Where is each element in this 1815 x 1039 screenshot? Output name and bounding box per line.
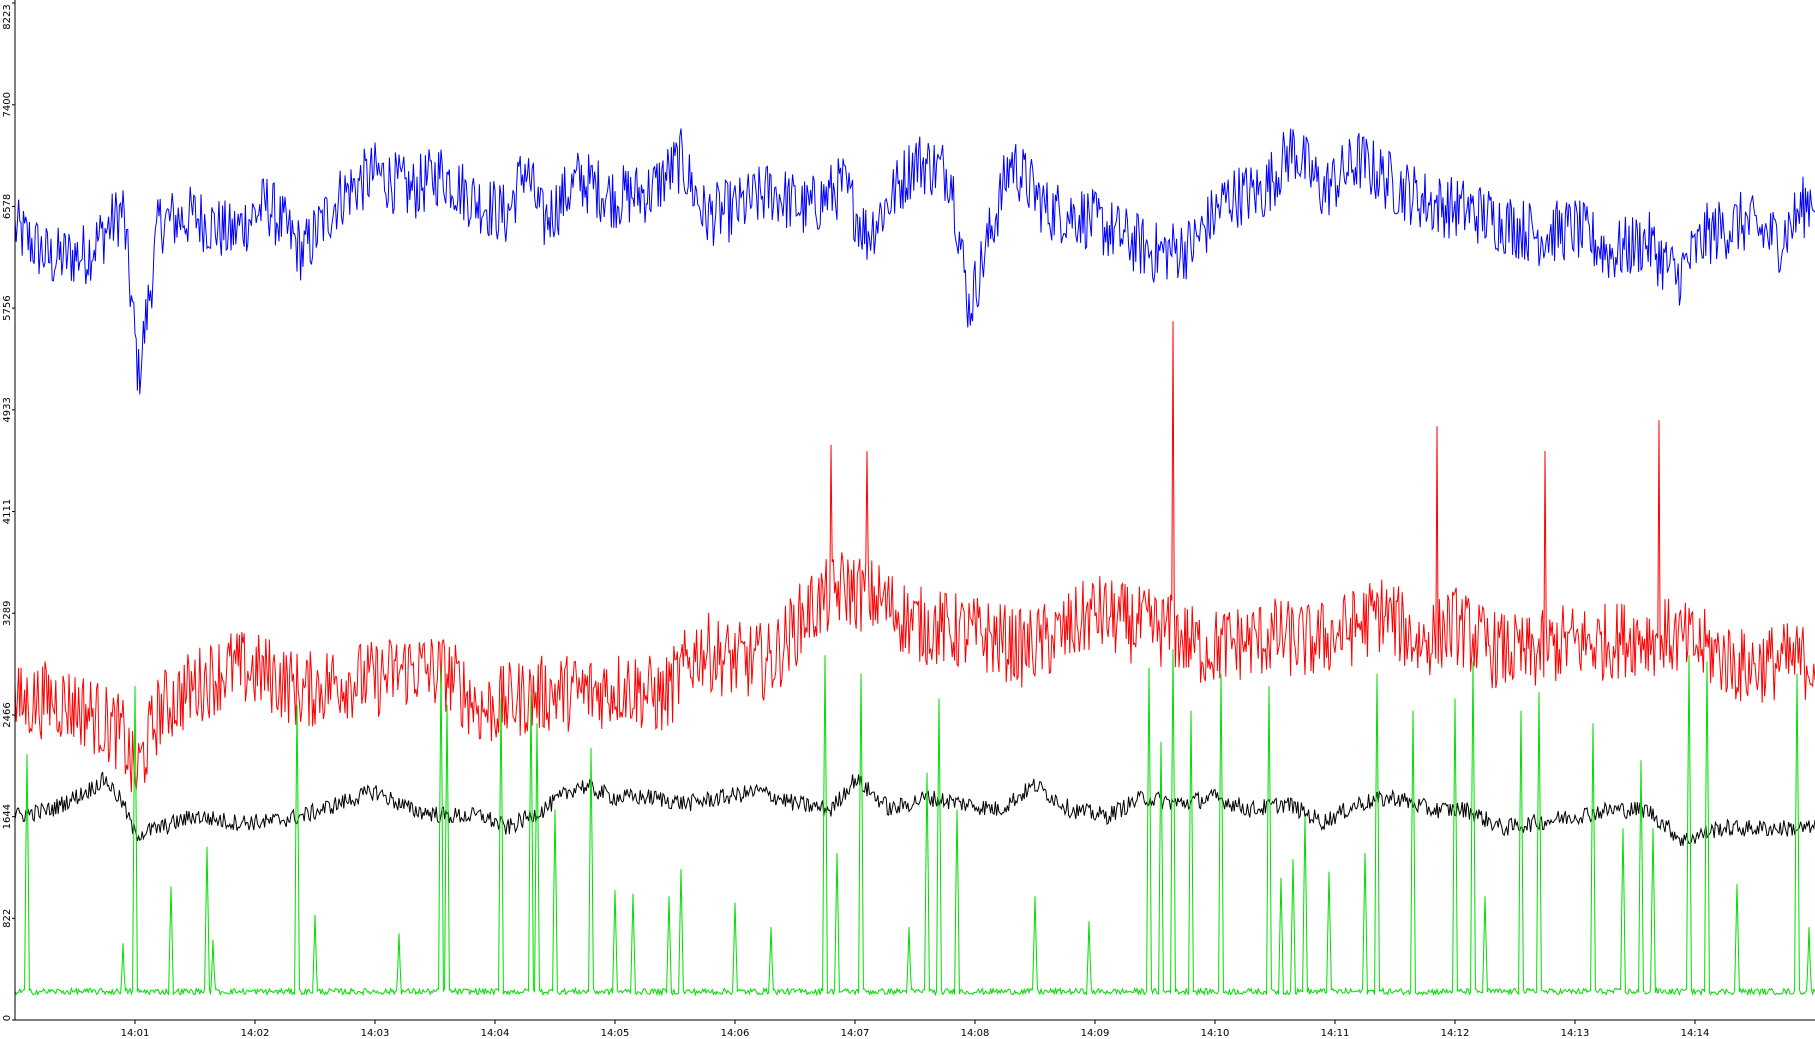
- series-line-1: [14, 321, 1815, 793]
- x-tick-label: 14:10: [1201, 1028, 1230, 1039]
- x-tick-label: 14:08: [961, 1028, 990, 1039]
- y-tick-label: 0: [2, 1015, 13, 1021]
- y-tick-label: 1644: [2, 804, 13, 829]
- y-tick-label: 4933: [2, 397, 13, 422]
- y-tick-label: 822: [2, 909, 13, 928]
- y-tick-label: 3289: [2, 600, 13, 625]
- x-tick-label: 14:01: [121, 1028, 150, 1039]
- x-tick-label: 14:12: [1441, 1028, 1470, 1039]
- x-tick-label: 14:09: [1081, 1028, 1110, 1039]
- series-line-0: [14, 128, 1815, 395]
- series-line-2: [14, 771, 1815, 846]
- x-tick-label: 14:07: [841, 1028, 870, 1039]
- x-tick-label: 14:04: [481, 1028, 510, 1039]
- x-tick-label: 14:02: [241, 1028, 270, 1039]
- x-tick-label: 14:05: [601, 1028, 630, 1039]
- y-tick-label: 6578: [2, 194, 13, 219]
- x-tick-label: 14:14: [1681, 1028, 1710, 1039]
- y-tick-label: 2466: [2, 702, 13, 727]
- series-line-3: [14, 648, 1815, 997]
- y-tick-label: 5756: [2, 295, 13, 320]
- y-tick-label: 7400: [2, 92, 13, 117]
- x-tick-label: 14:13: [1561, 1028, 1590, 1039]
- plot-series: [14, 128, 1815, 997]
- x-tick-label: 14:03: [361, 1028, 390, 1039]
- y-tick-label: 4111: [2, 499, 13, 524]
- x-tick-label: 14:06: [721, 1028, 750, 1039]
- x-tick-label: 14:11: [1321, 1028, 1350, 1039]
- y-tick-label: 8223: [2, 4, 13, 29]
